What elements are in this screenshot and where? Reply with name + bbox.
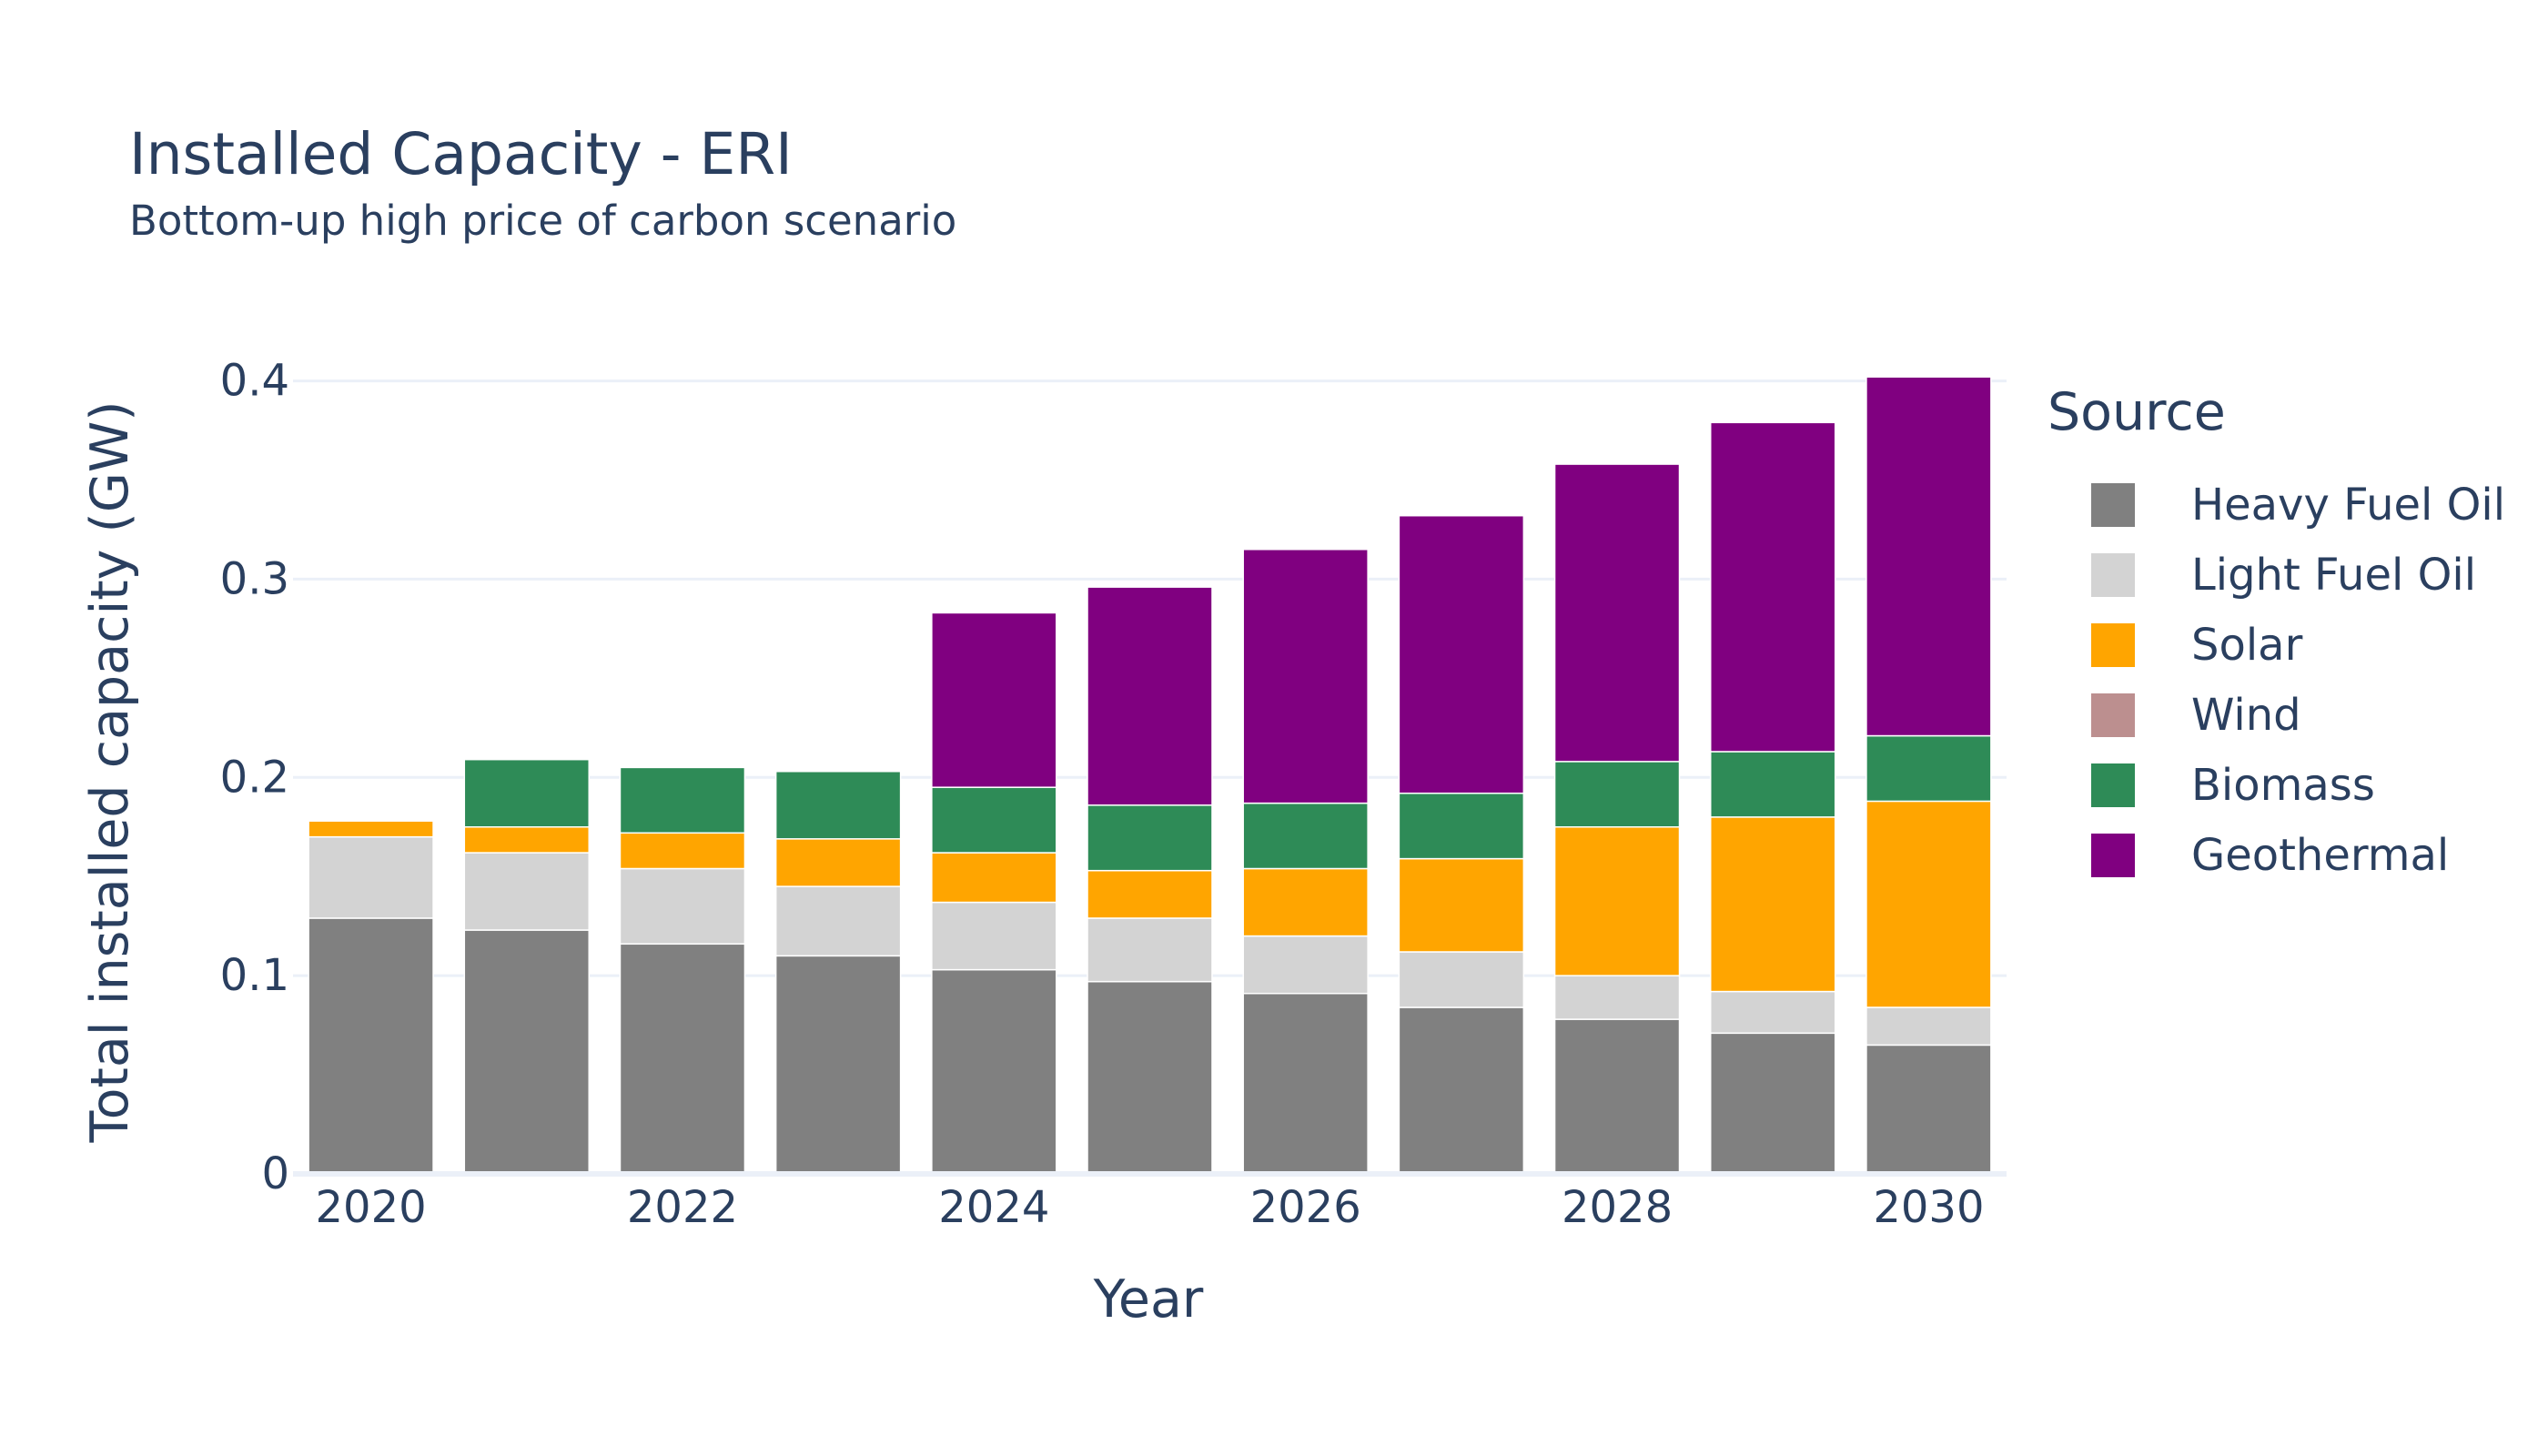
bar-segment <box>1398 1006 1525 1175</box>
y-tick-label: 0 <box>261 1148 289 1199</box>
legend: Source Heavy Fuel Oil Light Fuel Oil Solar… <box>2048 387 2505 890</box>
bar-segment <box>774 838 902 887</box>
bar-segment <box>619 867 746 945</box>
bar-segment <box>1866 376 1992 737</box>
legend-swatch <box>2091 833 2135 877</box>
legend-item[interactable]: Wind <box>2048 680 2505 750</box>
bar-segment <box>1242 549 1369 804</box>
legend-label: Biomass <box>2191 759 2375 811</box>
bar-segment <box>1866 734 1992 803</box>
bar-segment <box>1553 826 1681 976</box>
bar-segment <box>1553 761 1681 828</box>
legend-swatch <box>2091 552 2135 597</box>
bars <box>308 376 1992 1175</box>
bar-segment <box>1866 1006 1992 1046</box>
axes: 0 0.1 0.2 0.3 0.4 2020 2022 2024 2026 2028 2030 <box>220 356 2007 1233</box>
bar-segment <box>1087 980 1213 1175</box>
bar-segment <box>931 968 1057 1175</box>
x-tick-label: 2028 <box>1562 1182 1673 1233</box>
legend-label: Heavy Fuel Oil <box>2191 479 2506 531</box>
chart-title: Installed Capacity - ERI <box>129 121 793 187</box>
bar-segment <box>1242 867 1369 937</box>
bar-segment <box>1710 990 1836 1035</box>
x-tick-label: 2026 <box>1250 1182 1361 1233</box>
bar-segment <box>463 852 590 931</box>
bar-segment <box>1242 935 1369 995</box>
chart-subtitle: Bottom-up high price of carbon scenario <box>129 197 957 245</box>
bar-segment <box>463 758 590 828</box>
bar-segment <box>1087 804 1213 872</box>
bar-segment <box>1710 816 1836 993</box>
bar-segment <box>774 885 902 957</box>
legend-label: Wind <box>2191 689 2301 741</box>
y-tick-label: 0.1 <box>220 950 289 1001</box>
bar-segment <box>931 901 1057 971</box>
legend-item[interactable]: Light Fuel Oil <box>2048 540 2505 610</box>
bar-segment <box>931 852 1057 904</box>
bar-segment <box>1242 993 1369 1175</box>
legend-swatch <box>2091 482 2135 527</box>
legend-item[interactable]: Geothermal <box>2048 820 2505 890</box>
bar-segment <box>619 832 746 870</box>
bar-segment <box>619 943 746 1175</box>
x-tick-label: 2020 <box>316 1182 427 1233</box>
legend-swatch <box>2091 622 2135 667</box>
bar-segment <box>1242 802 1369 870</box>
legend-label: Geothermal <box>2191 829 2450 881</box>
bar-segment <box>1087 586 1213 806</box>
bar-segment <box>1866 1044 1992 1175</box>
x-axis-title: Year <box>1093 1269 1204 1330</box>
legend-label: Solar <box>2191 619 2303 671</box>
legend-items: Heavy Fuel Oil Light Fuel Oil Solar Wind Bio… <box>2048 470 2505 890</box>
bar-segment <box>1710 751 1836 818</box>
x-tick-label: 2022 <box>627 1182 738 1233</box>
legend-item[interactable]: Biomass <box>2048 750 2505 820</box>
x-tick-label: 2024 <box>938 1182 1049 1233</box>
bar-segment <box>1710 1032 1836 1175</box>
legend-title: Source <box>2048 382 2226 442</box>
bar-segment <box>1398 951 1525 1008</box>
x-tick-label: 2030 <box>1873 1182 1984 1233</box>
bar-segment <box>1866 800 1992 1008</box>
bar-segment <box>308 820 434 838</box>
bar-segment <box>1398 857 1525 953</box>
bar-segment <box>1710 421 1836 753</box>
bar-segment <box>308 917 434 1175</box>
bar-segment <box>1398 792 1525 860</box>
bar-segment <box>619 766 746 834</box>
bar-segment <box>931 612 1057 788</box>
y-tick-label: 0.2 <box>220 752 289 803</box>
y-tick-label: 0.3 <box>220 553 289 604</box>
legend-item[interactable]: Solar <box>2048 610 2505 680</box>
bar-segment <box>1553 975 1681 1020</box>
bar-segment <box>463 826 590 854</box>
bar-segment <box>1087 869 1213 919</box>
bar-segment <box>1087 917 1213 983</box>
bar-segment <box>1553 463 1681 763</box>
y-tick-label: 0.4 <box>220 356 289 407</box>
y-axis-title: Total installed capacity (GW) <box>80 401 140 1144</box>
bar-segment <box>774 771 902 840</box>
legend-item[interactable]: Heavy Fuel Oil <box>2048 470 2505 540</box>
legend-swatch <box>2091 763 2135 807</box>
bar-segment <box>1398 514 1525 794</box>
bar-segment <box>774 955 902 1175</box>
bar-segment <box>1553 1018 1681 1175</box>
bar-segment <box>463 929 590 1175</box>
bar-segment <box>931 786 1057 854</box>
bar-segment <box>308 835 434 919</box>
legend-label: Light Fuel Oil <box>2191 549 2477 601</box>
legend-swatch <box>2091 693 2135 737</box>
